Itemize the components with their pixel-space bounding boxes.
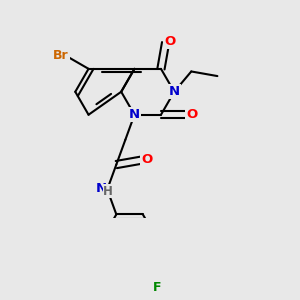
- Text: O: O: [186, 108, 197, 121]
- Text: O: O: [141, 154, 152, 166]
- Text: N: N: [128, 108, 140, 121]
- Text: F: F: [153, 281, 161, 294]
- Text: O: O: [164, 35, 175, 48]
- Text: N: N: [169, 85, 180, 98]
- Text: H: H: [103, 185, 113, 198]
- Text: N: N: [96, 182, 107, 196]
- Text: Br: Br: [53, 49, 69, 62]
